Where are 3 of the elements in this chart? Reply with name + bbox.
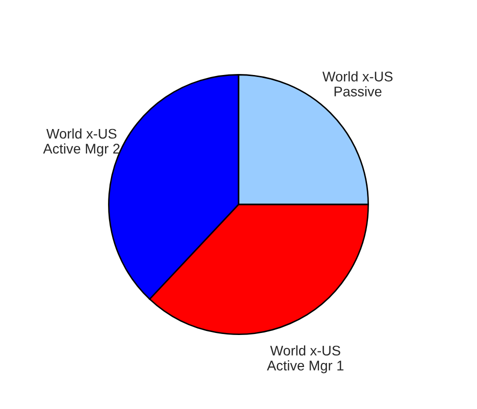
slice-label: World x-US Active Mgr 2 <box>43 128 120 156</box>
slice-label: World x-US Passive <box>322 71 393 96</box>
slice-label: World x-US Active Mgr 1 <box>266 345 344 374</box>
